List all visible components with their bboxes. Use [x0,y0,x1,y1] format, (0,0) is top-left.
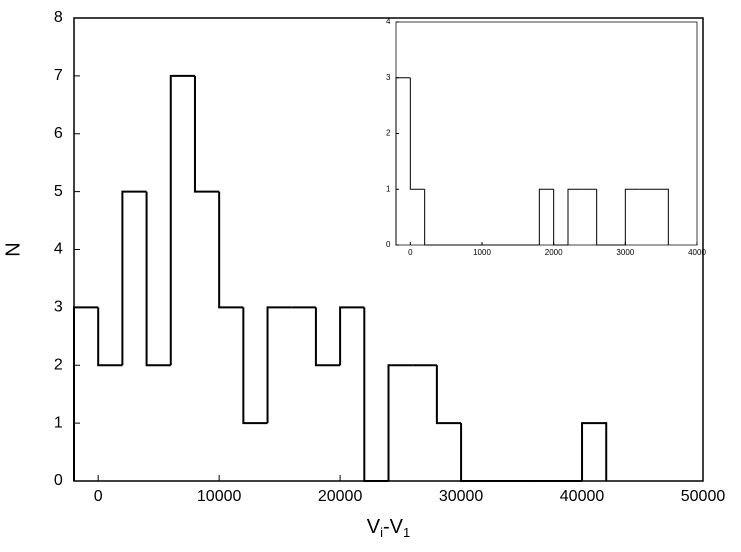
histogram-step [339,306,365,366]
histogram-step [596,189,611,246]
histogram-step [169,74,195,366]
histogram-step [266,306,292,424]
x-tick-label: 40000 [560,488,605,505]
x-tick-label: 50000 [681,488,726,505]
y-tick-label: 1 [54,414,63,431]
histogram-step [460,423,486,482]
x-tick-label: 2000 [545,248,563,257]
x-tick-label: 30000 [439,488,484,505]
x-axis-label-part: V [367,516,381,538]
histogram-step [193,75,220,193]
histogram-step [435,365,462,425]
x-tick-label: 0 [94,488,103,505]
y-tick-label: 1 [386,184,391,193]
y-tick-label: 3 [386,73,391,82]
x-tick-label: 3000 [616,248,634,257]
histogram-step [581,422,608,481]
x-tick-label: 10000 [197,488,242,505]
y-tick-label: 4 [386,17,391,26]
y-tick-label: 2 [54,356,63,373]
x-tick-label: 1000 [473,248,491,257]
y-tick-label: 0 [386,240,391,249]
histogram-step [218,191,244,309]
y-tick-label: 0 [54,472,63,489]
histogram-step [395,77,411,245]
histogram-step [424,189,439,246]
histogram-step [314,307,341,367]
histogram-step [553,189,568,246]
histogram-step [121,190,147,366]
x-axis-label-part: -V [383,516,404,538]
x-tick-label: 20000 [318,488,363,505]
histogram-step [387,364,413,481]
histogram-step [409,77,425,190]
x-axis-label: Vi-V1 [367,516,410,540]
histogram-step [567,188,583,245]
histogram-step [97,307,123,367]
y-tick-label: 8 [54,9,63,26]
y-tick-label: 3 [54,299,63,316]
x-axis-label-subscript: 1 [403,525,410,540]
y-tick-label: 7 [54,67,63,84]
histogram-step [242,307,268,425]
y-tick-label: 4 [54,241,63,258]
histogram-step [538,188,554,245]
x-tick-label: 4000 [688,248,706,257]
x-tick-label: 0 [408,248,413,257]
plot-frame [395,21,698,246]
x-axis-label-subscript: i [380,525,383,540]
y-tick-label: 5 [54,183,63,200]
y-tick-label: 2 [386,129,391,138]
histogram-step [654,188,669,245]
histogram-step [73,306,99,481]
y-axis-label: N [2,242,24,256]
histogram-step [145,191,171,367]
y-tick-label: 6 [54,125,63,142]
histogram-step [363,307,389,482]
histogram-step [624,188,640,245]
